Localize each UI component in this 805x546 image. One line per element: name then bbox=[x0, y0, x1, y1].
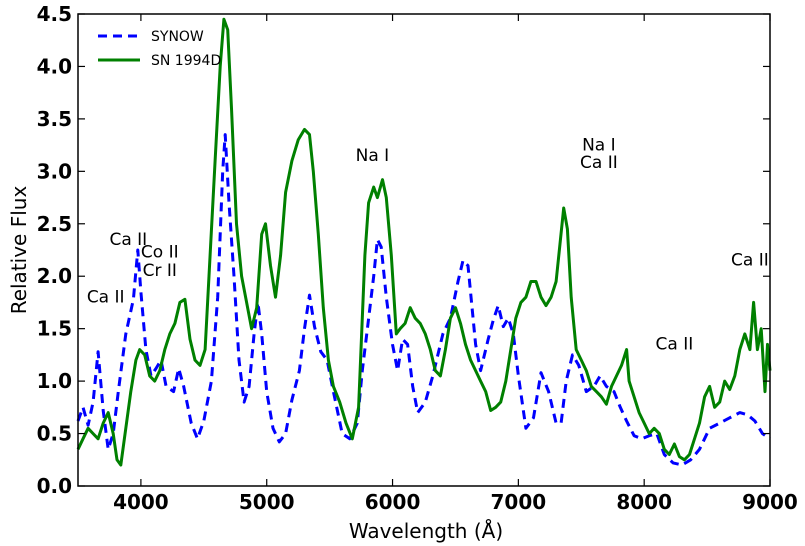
ticks-layer: 4000 5000 6000 7000 8000 9000 0.0 0.5 1.0 1.5 2.0 2… bbox=[37, 2, 798, 514]
x-axis-label: Wavelength (Å) bbox=[349, 519, 503, 543]
line-annotation: Cr II bbox=[143, 261, 177, 281]
y-tick-label: 3.5 bbox=[37, 107, 72, 131]
line-annotation: Na I bbox=[356, 146, 390, 166]
series-line-1 bbox=[76, 17, 772, 467]
legend: SYNOW SN 1994D bbox=[98, 29, 221, 69]
y-tick-label: 3.0 bbox=[37, 159, 72, 183]
y-tick-label: 0.0 bbox=[37, 474, 72, 498]
line-annotation: Ca II bbox=[87, 287, 125, 307]
y-tick-label: 0.5 bbox=[37, 422, 72, 446]
line-annotation: Ca II bbox=[656, 335, 694, 355]
legend-label-sn1994d: SN 1994D bbox=[151, 53, 221, 69]
y-tick-label: 2.5 bbox=[37, 212, 72, 236]
line-annotation: Ca II bbox=[109, 230, 147, 250]
legend-label-synow: SYNOW bbox=[151, 29, 204, 45]
series-line-0 bbox=[76, 133, 771, 467]
y-axis-label: Relative Flux bbox=[7, 186, 31, 315]
x-tick-label: 5000 bbox=[239, 490, 295, 514]
x-tick-label: 7000 bbox=[491, 490, 547, 514]
line-annotation: Co II bbox=[141, 242, 179, 262]
y-tick-label: 1.0 bbox=[37, 369, 72, 393]
plot-frame bbox=[77, 13, 771, 487]
y-tick-label: 2.0 bbox=[37, 264, 72, 288]
line-annotation: Ca II bbox=[731, 251, 769, 271]
line-annotation: Ca II bbox=[580, 153, 618, 173]
x-tick-label: 8000 bbox=[616, 490, 672, 514]
line-annotation: Na I bbox=[582, 135, 616, 155]
x-tick-label: 9000 bbox=[742, 490, 798, 514]
series-layer bbox=[76, 17, 772, 467]
y-tick-label: 4.5 bbox=[37, 2, 72, 26]
x-tick-label: 4000 bbox=[113, 490, 169, 514]
y-tick-label: 4.0 bbox=[37, 54, 72, 78]
y-tick-label: 1.5 bbox=[37, 317, 72, 341]
x-tick-label: 6000 bbox=[365, 490, 421, 514]
